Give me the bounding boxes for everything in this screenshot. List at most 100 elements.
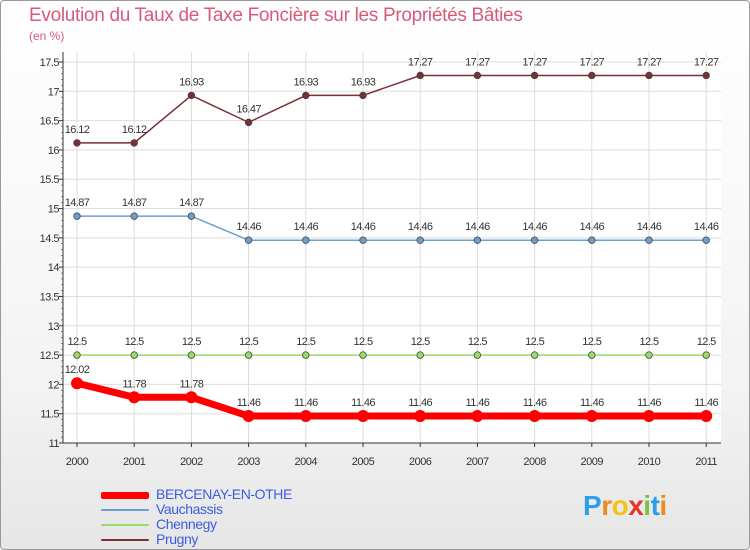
- y-tick-label: 16: [48, 145, 60, 157]
- logo-letter: t: [650, 490, 660, 521]
- data-point: [588, 236, 596, 244]
- data-label: 11.78: [180, 378, 204, 390]
- data-label: 12.5: [239, 336, 258, 348]
- data-label: 11.46: [466, 397, 490, 409]
- data-point: [645, 351, 653, 359]
- y-tick-label: 17: [48, 86, 60, 98]
- data-point: [702, 236, 710, 244]
- data-point: [302, 91, 310, 100]
- logo-letter: o: [611, 490, 629, 521]
- legend-item: Chennegy: [101, 516, 361, 532]
- legend-label: Chennegy: [156, 516, 217, 532]
- data-label: 12.5: [697, 336, 716, 348]
- data-label: 14.46: [408, 221, 433, 233]
- data-label: 16.12: [122, 124, 147, 136]
- logo-letter: i: [643, 490, 651, 521]
- data-point: [473, 236, 482, 244]
- data-point: [302, 351, 310, 359]
- data-point: [530, 351, 539, 359]
- proxiti-logo: Proxiti: [583, 490, 667, 522]
- data-label: 14.46: [351, 221, 376, 233]
- x-tick-label: 2008: [523, 456, 546, 468]
- legend-swatch: [101, 524, 149, 526]
- data-point: [130, 351, 138, 359]
- data-label: 12.5: [582, 336, 601, 348]
- data-label: 11.46: [237, 397, 261, 409]
- x-tick-label: 2004: [295, 456, 318, 468]
- x-tick-label: 2003: [237, 456, 260, 468]
- data-label: 17.27: [637, 56, 662, 68]
- chart-title: Evolution du Taux de Taxe Foncière sur l…: [29, 5, 523, 26]
- data-label: 11.46: [523, 397, 547, 409]
- data-label: 16.12: [65, 124, 90, 136]
- data-label: 12.02: [65, 364, 90, 376]
- y-tick-label: 12: [48, 379, 60, 391]
- data-point: [244, 351, 253, 359]
- data-point: [357, 410, 369, 423]
- data-label: 16.93: [294, 76, 319, 88]
- x-tick-label: 2009: [581, 456, 604, 468]
- data-label: 17.27: [522, 56, 547, 68]
- data-label: 14.46: [637, 221, 662, 233]
- data-label: 16.47: [236, 103, 261, 115]
- data-label: 12.5: [353, 336, 372, 348]
- data-point: [244, 236, 253, 244]
- data-point: [302, 236, 310, 244]
- data-label: 17.27: [408, 56, 433, 68]
- data-point: [187, 212, 196, 220]
- data-point: [585, 410, 598, 423]
- data-point: [130, 212, 138, 220]
- x-tick-label: 2011: [695, 456, 717, 468]
- data-label: 11.46: [408, 397, 432, 409]
- data-point: [530, 71, 539, 80]
- x-tick-label: 2000: [66, 456, 89, 468]
- y-tick-label: 12.5: [40, 350, 60, 362]
- data-point: [528, 410, 541, 423]
- data-point: [187, 351, 196, 359]
- logo-letter: r: [601, 490, 612, 521]
- data-label: 14.46: [580, 221, 605, 233]
- y-tick-label: 14: [48, 262, 60, 274]
- data-label: 11.46: [694, 397, 718, 409]
- data-label: 14.87: [65, 197, 90, 209]
- plot-area: [63, 52, 721, 443]
- data-point: [702, 351, 710, 359]
- data-label: 12.5: [67, 336, 86, 348]
- legend-item: BERCENAY-EN-OTHE: [101, 486, 361, 502]
- data-label: 11.46: [294, 397, 318, 409]
- data-label: 16.93: [351, 76, 376, 88]
- legend-label: BERCENAY-EN-OTHE: [156, 486, 292, 502]
- logo-letter: x: [628, 490, 644, 521]
- data-point: [359, 91, 367, 100]
- x-tick-label: 2001: [123, 456, 146, 468]
- data-point: [588, 71, 596, 80]
- data-label: 17.27: [465, 56, 490, 68]
- logo-letter: i: [659, 490, 667, 521]
- data-label: 17.27: [694, 56, 719, 68]
- data-point: [244, 118, 253, 127]
- data-point: [242, 410, 255, 423]
- data-label: 14.46: [236, 221, 261, 233]
- y-tick-label: 11: [49, 438, 60, 450]
- data-label: 11.46: [637, 397, 661, 409]
- data-point: [530, 236, 539, 244]
- data-label: 12.5: [468, 336, 487, 348]
- data-label: 12.5: [125, 336, 144, 348]
- data-point: [128, 391, 141, 404]
- data-point: [471, 410, 484, 423]
- y-tick-label: 16.5: [40, 116, 60, 128]
- data-point: [473, 71, 482, 80]
- data-point: [359, 351, 367, 359]
- y-tick-label: 13: [48, 321, 60, 333]
- legend-label: Prugny: [156, 531, 198, 547]
- data-label: 11.46: [580, 397, 604, 409]
- data-point: [643, 410, 655, 423]
- x-tick-label: 2006: [409, 456, 432, 468]
- legend: BERCENAY-EN-OTHE Vauchassis Chennegy Prugny: [101, 486, 361, 547]
- y-tick-label: 11.5: [40, 409, 59, 421]
- data-label: 11.46: [351, 397, 375, 409]
- data-point: [416, 236, 424, 244]
- data-point: [130, 139, 138, 147]
